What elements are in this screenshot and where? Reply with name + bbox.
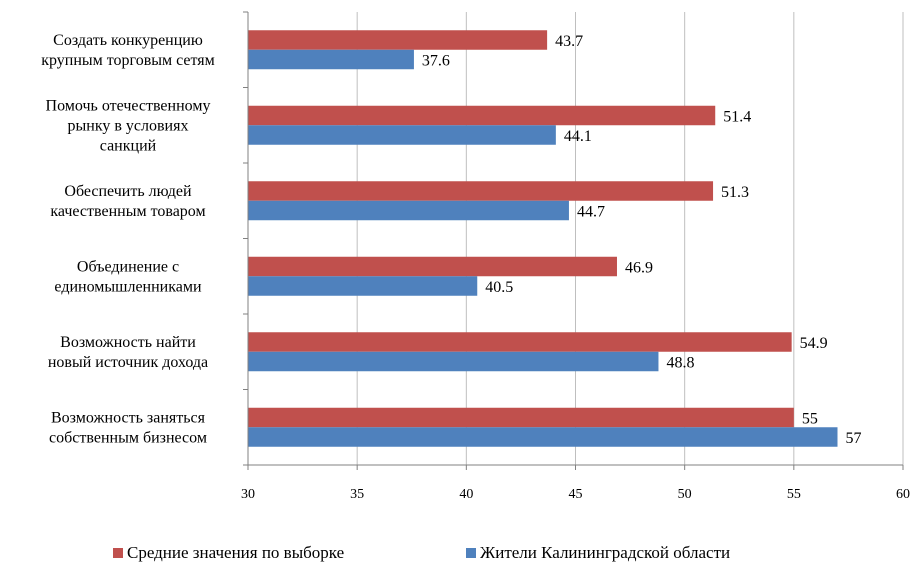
value-label: 51.4 <box>723 109 751 126</box>
x-tick-label: 50 <box>678 487 692 502</box>
legend: Средние значения по выборке Жители Калини… <box>113 543 730 562</box>
value-labels: 43.7 37.6 51.4 44.1 51.3 44.7 46.9 40.5 54.9 48.8… <box>422 33 862 447</box>
value-label: 43.7 <box>555 33 583 50</box>
legend-swatch-0 <box>113 548 123 558</box>
bar-kaliningrad-2 <box>248 200 569 221</box>
x-tick-label: 60 <box>896 487 910 502</box>
legend-swatch-1 <box>466 548 476 558</box>
value-label: 57 <box>846 430 862 447</box>
category-label: Объединение с единомышленниками <box>54 258 202 295</box>
bar-sample-average-3 <box>248 256 617 277</box>
category-label: Создать конкуренцию крупным торговым сетя… <box>41 32 215 69</box>
value-label: 48.8 <box>666 355 694 372</box>
category-label: Помочь отечественному рынку в условиях сан… <box>46 97 211 154</box>
value-label: 44.7 <box>577 204 605 221</box>
bar-sample-average-5 <box>248 407 794 428</box>
x-tick-labels: 30 35 40 45 50 55 60 <box>241 487 910 502</box>
bars <box>248 30 838 447</box>
bar-kaliningrad-3 <box>248 276 478 296</box>
value-label: 46.9 <box>625 260 653 277</box>
value-label: 40.5 <box>485 279 513 296</box>
value-label: 54.9 <box>800 335 828 352</box>
x-tick-label: 35 <box>350 487 364 502</box>
value-label: 55 <box>802 411 818 428</box>
bar-kaliningrad-0 <box>248 49 414 70</box>
bar-kaliningrad-1 <box>248 125 556 145</box>
x-tick-label: 55 <box>787 487 801 502</box>
x-tick-label: 30 <box>241 487 255 502</box>
gridlines <box>356 12 904 465</box>
bar-sample-average-2 <box>248 181 714 201</box>
category-label: Обеспечить людей качественным товаром <box>50 183 205 220</box>
category-label: Возможность заняться собственным бизнесом <box>49 409 207 446</box>
bar-kaliningrad-4 <box>248 351 659 372</box>
bar-sample-average-1 <box>248 105 716 126</box>
legend-label-0: Средние значения по выборке <box>127 543 344 562</box>
x-tick-label: 40 <box>459 487 473 502</box>
x-tick-label: 45 <box>569 487 583 502</box>
bar-kaliningrad-5 <box>248 427 838 447</box>
category-labels: Создать конкуренцию крупным торговым сетя… <box>41 32 215 447</box>
category-label: Возможность найти новый источник дохода <box>48 334 208 371</box>
axes <box>243 11 904 470</box>
value-label: 37.6 <box>422 53 450 70</box>
value-label: 44.1 <box>564 128 592 145</box>
bar-sample-average-4 <box>248 332 792 352</box>
bar-sample-average-0 <box>248 30 548 50</box>
value-label: 51.3 <box>721 184 749 201</box>
legend-label-1: Жители Калининградской области <box>480 543 730 562</box>
